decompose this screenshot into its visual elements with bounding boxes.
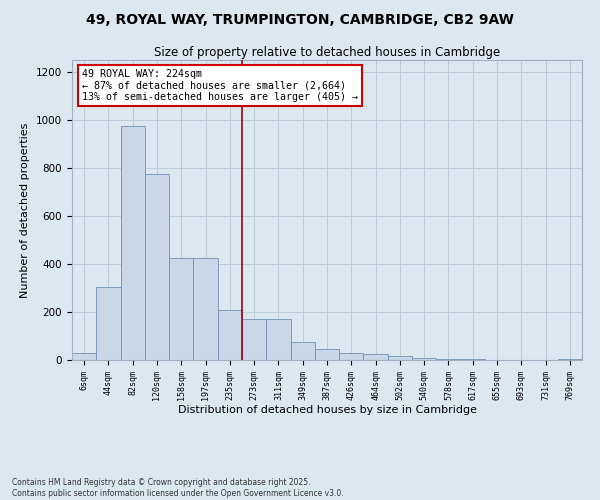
Bar — [436, 359, 461, 360]
Bar — [218, 310, 242, 360]
Bar — [169, 258, 193, 360]
Y-axis label: Number of detached properties: Number of detached properties — [20, 122, 31, 298]
Bar — [461, 359, 485, 360]
Bar — [121, 126, 145, 360]
Title: Size of property relative to detached houses in Cambridge: Size of property relative to detached ho… — [154, 46, 500, 59]
Bar — [193, 258, 218, 360]
Bar — [290, 342, 315, 360]
Text: 49, ROYAL WAY, TRUMPINGTON, CAMBRIDGE, CB2 9AW: 49, ROYAL WAY, TRUMPINGTON, CAMBRIDGE, C… — [86, 12, 514, 26]
Bar — [412, 358, 436, 360]
Bar — [339, 353, 364, 360]
Text: Contains HM Land Registry data © Crown copyright and database right 2025.
Contai: Contains HM Land Registry data © Crown c… — [12, 478, 344, 498]
Text: 49 ROYAL WAY: 224sqm
← 87% of detached houses are smaller (2,664)
13% of semi-de: 49 ROYAL WAY: 224sqm ← 87% of detached h… — [82, 69, 358, 102]
Bar — [242, 319, 266, 360]
Bar — [96, 287, 121, 360]
Bar — [145, 174, 169, 360]
Bar — [266, 319, 290, 360]
Bar — [558, 359, 582, 360]
X-axis label: Distribution of detached houses by size in Cambridge: Distribution of detached houses by size … — [178, 406, 476, 415]
Bar — [364, 354, 388, 360]
Bar — [315, 349, 339, 360]
Bar — [388, 356, 412, 360]
Bar — [72, 353, 96, 360]
